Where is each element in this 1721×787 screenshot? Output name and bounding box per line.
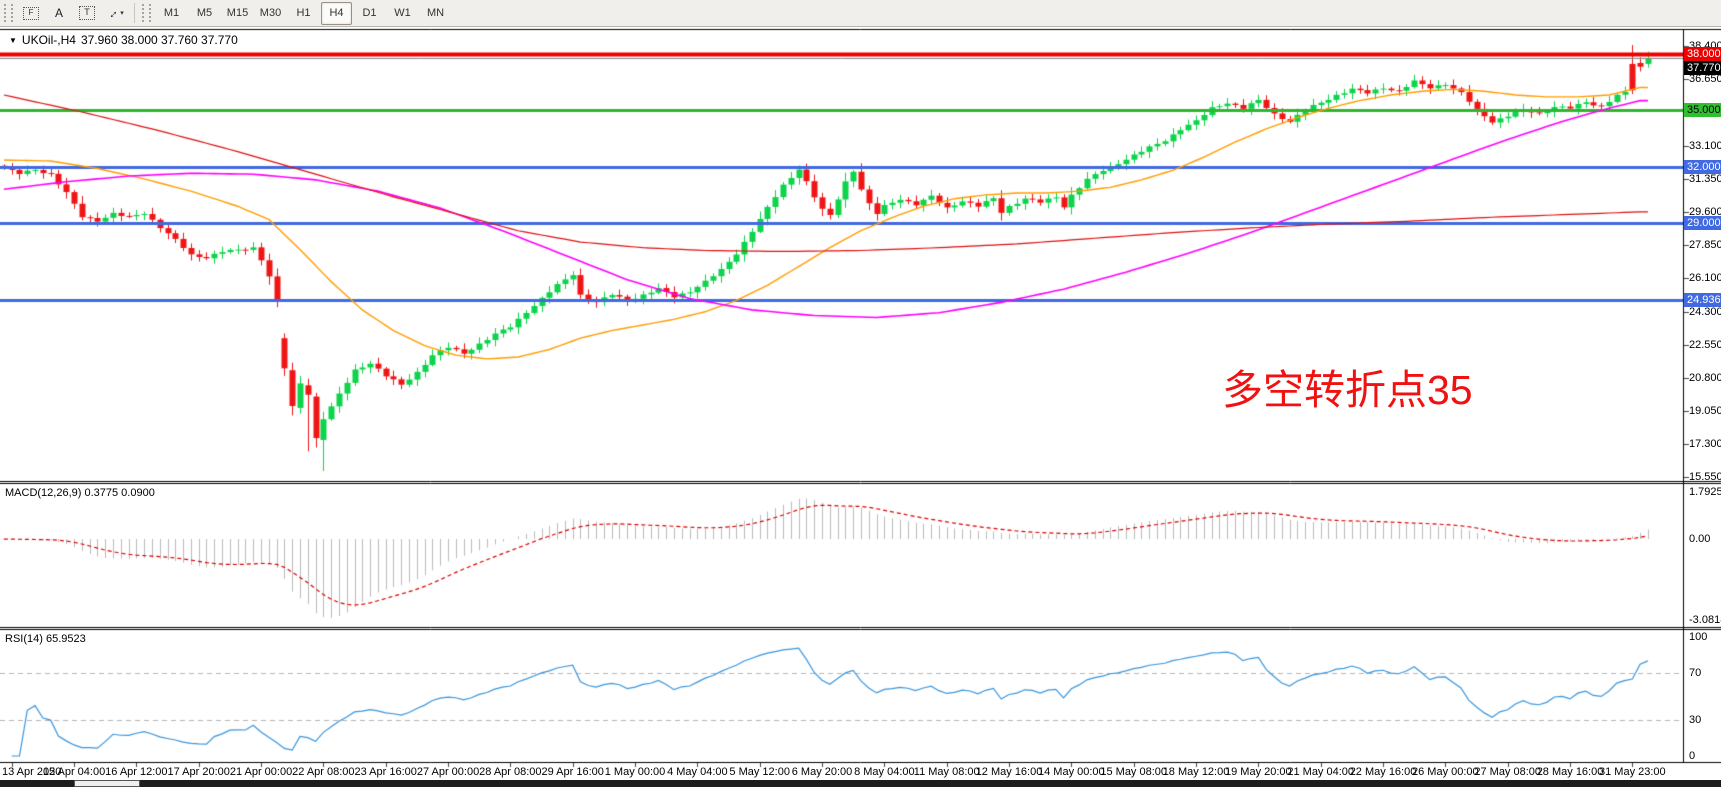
toolbar-separator xyxy=(134,3,135,23)
timeframe-m30-button[interactable]: M30 xyxy=(259,7,282,19)
timeframe-group: M1 M5 M15 M30 H1 H4 D1 W1 MN xyxy=(155,1,452,25)
timeframe-m1-button[interactable]: M1 xyxy=(163,7,180,19)
timeframe-mn-button[interactable]: MN xyxy=(426,7,445,19)
arrows-tool-button[interactable]: ↔ ▾ xyxy=(102,2,128,25)
fibonacci-tool-icon: F xyxy=(23,6,39,20)
timeframe-h1-button[interactable]: H1 xyxy=(296,7,311,19)
text-box-tool-icon: T xyxy=(79,6,95,20)
symbol-title: UKOil-,H4 xyxy=(21,33,76,47)
toolbar-grip[interactable] xyxy=(4,4,13,22)
drawing-tools-group: F A T ↔ ▾ xyxy=(17,2,129,25)
arrows-tool-icon: ↔ xyxy=(103,3,122,23)
text-box-tool-button[interactable]: T xyxy=(74,2,100,25)
timeframe-d1-button[interactable]: D1 xyxy=(362,7,377,19)
fibonacci-tool-button[interactable]: F xyxy=(18,2,44,25)
timeframe-m15-button[interactable]: M15 xyxy=(226,7,249,19)
timeframe-h4-button[interactable]: H4 xyxy=(321,1,352,25)
chevron-down-icon: ▾ xyxy=(120,10,124,17)
chart-title-row: ▼ UKOil-,H4 37.960 38.000 37.760 37.770 xyxy=(9,33,238,47)
timeframe-m5-button[interactable]: M5 xyxy=(196,7,213,19)
timeframe-w1-button[interactable]: W1 xyxy=(394,7,411,19)
toolbar: F A T ↔ ▾ M1 M5 M15 M30 H1 H4 D1 W1 MN xyxy=(0,0,1721,27)
text-label-tool-icon: A xyxy=(54,6,63,20)
toolbar-grip[interactable] xyxy=(142,4,151,22)
quote-ohlc: 37.960 38.000 37.760 37.770 xyxy=(80,33,238,47)
text-label-tool-button[interactable]: A xyxy=(46,2,72,25)
symbol-dropdown-icon[interactable]: ▼ xyxy=(9,35,17,45)
